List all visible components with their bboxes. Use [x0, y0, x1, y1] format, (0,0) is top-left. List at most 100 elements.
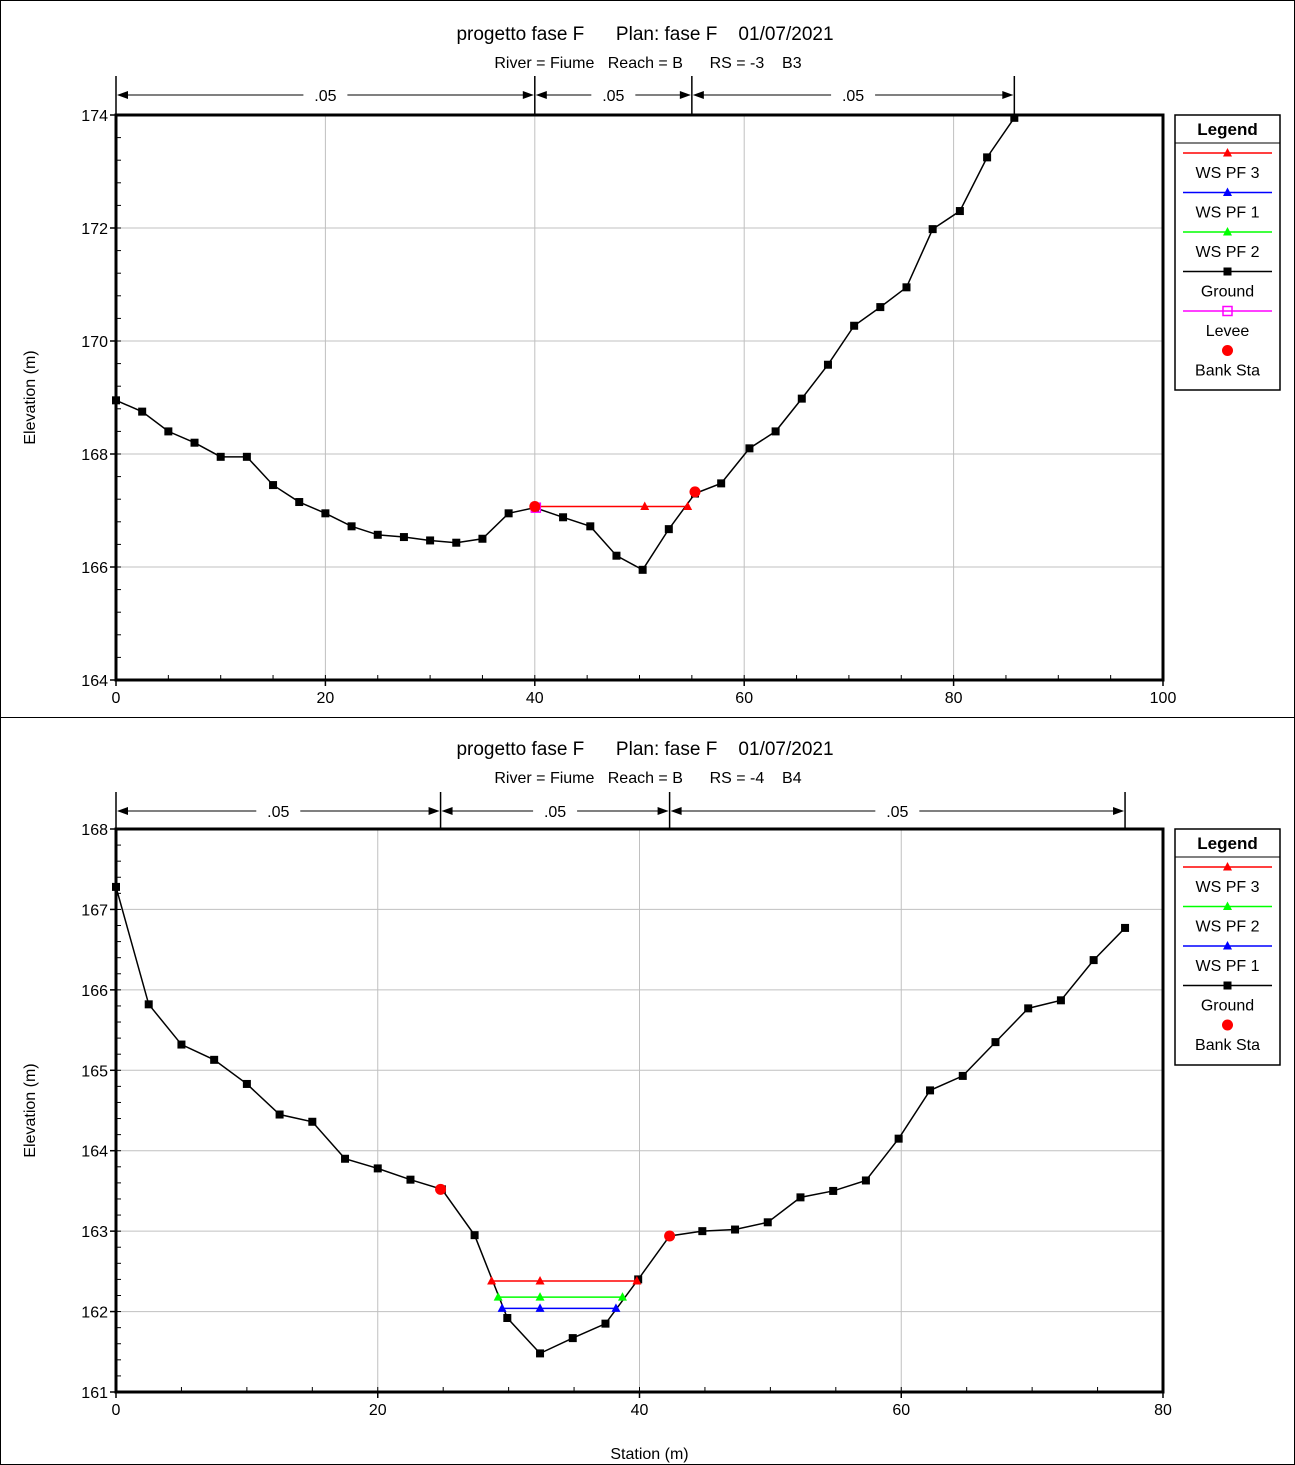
x-tick-label: 80: [1154, 1402, 1172, 1419]
data-point: [210, 1055, 219, 1064]
x-tick-label: 20: [317, 690, 335, 707]
legend-label: Bank Sta: [1195, 363, 1260, 380]
chart-1: progetto fase F Plan: fase F 01/07/2021 R…: [22, 24, 1281, 707]
data-point: [850, 321, 859, 330]
chart-subtitle: River = Fiume Reach = B RS = -3 B3: [494, 55, 801, 72]
y-tick-label: 174: [81, 108, 108, 125]
data-point: [664, 1230, 676, 1242]
data-point: [640, 501, 650, 511]
y-axis-label: Elevation (m): [22, 1063, 39, 1157]
data-point: [955, 207, 964, 216]
y-tick-label: 162: [81, 1305, 108, 1322]
data-point: [745, 444, 754, 453]
data-point: [535, 1303, 545, 1312]
data-point: [138, 407, 147, 416]
data-point: [177, 1040, 186, 1049]
data-point: [861, 1176, 870, 1185]
series-line: [115, 886, 1126, 1355]
data-point: [242, 452, 251, 461]
data-point: [535, 1276, 545, 1285]
data-point: [1121, 923, 1130, 932]
data-point: [902, 283, 911, 292]
legend-entry: WS PF 2: [1183, 901, 1272, 936]
y-tick-label: 168: [81, 447, 108, 464]
data-point: [829, 1186, 838, 1195]
series-bank-sta: [529, 486, 701, 513]
y-tick-label: 166: [81, 983, 108, 1000]
data-point: [406, 1175, 415, 1184]
legend-label: WS PF 2: [1195, 244, 1259, 261]
data-point: [771, 427, 780, 436]
legend-entry: Ground: [1183, 981, 1272, 1015]
x-tick-label: 40: [631, 1402, 649, 1419]
data-point: [638, 565, 647, 574]
legend-entry: WS PF 1: [1183, 941, 1272, 975]
data-point: [683, 501, 693, 511]
legend-label: WS PF 1: [1195, 958, 1259, 975]
data-point: [991, 1038, 1000, 1047]
data-point: [698, 1227, 707, 1236]
manning-arrowhead: [428, 807, 440, 815]
series-line: [115, 117, 1015, 571]
data-point: [1010, 113, 1019, 122]
manning-arrowhead: [1113, 807, 1125, 815]
legend-label: WS PF 3: [1195, 165, 1259, 182]
data-point: [373, 530, 382, 539]
x-tick-label: 100: [1150, 690, 1177, 707]
manning-n-label: .05: [886, 804, 908, 821]
manning-arrowhead: [657, 807, 669, 815]
data-point: [242, 1079, 251, 1088]
data-point: [275, 1110, 284, 1119]
data-point: [426, 536, 435, 545]
x-tick-label: 60: [892, 1402, 910, 1419]
legend-label: Ground: [1201, 998, 1254, 1015]
manning-n-label: .05: [314, 88, 336, 105]
data-point: [1089, 956, 1098, 965]
legend-entry: WS PF 1: [1183, 187, 1272, 222]
y-tick-label: 161: [81, 1385, 108, 1402]
manning-arrowhead: [535, 91, 547, 99]
data-point: [958, 1071, 967, 1080]
data-point: [559, 513, 568, 522]
legend-swatch-marker: [1223, 941, 1232, 950]
manning-n-label: .05: [267, 804, 289, 821]
y-axis-label: Elevation (m): [22, 350, 39, 444]
data-point: [347, 522, 356, 531]
manning-arrowhead: [522, 91, 534, 99]
legend-entry: Levee: [1183, 305, 1272, 340]
chart-title: progetto fase F Plan: fase F 01/07/2021: [456, 739, 833, 760]
data-point: [295, 498, 304, 507]
plot-frame: [114, 827, 1165, 1394]
y-tick-label: 172: [81, 221, 108, 238]
data-point: [190, 438, 199, 447]
legend: Legend WS PF 3 WS PF 1 WS PF 2 Ground Levee Ba…: [1174, 114, 1281, 391]
data-point: [535, 1292, 545, 1301]
chart-subtitle: River = Fiume Reach = B RS = -4 B4: [494, 770, 801, 787]
y-tick-label: 163: [81, 1224, 108, 1241]
legend-entry: Bank Sta: [1195, 1019, 1260, 1054]
data-point: [926, 1086, 935, 1095]
data-point: [612, 551, 621, 560]
legend-swatch-marker: [1223, 981, 1232, 990]
data-point: [763, 1218, 772, 1227]
data-point: [504, 509, 513, 518]
data-point: [308, 1117, 317, 1126]
data-point: [478, 534, 487, 543]
data-point: [487, 1276, 497, 1285]
series-ground: [112, 113, 1019, 574]
x-tick-label: 0: [112, 690, 121, 707]
data-point: [632, 1276, 642, 1285]
data-point: [568, 1334, 577, 1343]
data-point: [1056, 996, 1065, 1005]
legend: Legend WS PF 3 WS PF 2 WS PF 1 Ground Bank St…: [1174, 828, 1281, 1066]
data-point: [493, 1292, 503, 1301]
legend-box: [1174, 114, 1281, 391]
data-point: [731, 1225, 740, 1234]
data-point: [689, 486, 701, 498]
manning-arrowhead: [117, 807, 128, 815]
y-tick-label: 167: [81, 902, 108, 919]
legend-entry: WS PF 3: [1183, 148, 1272, 182]
data-point: [717, 479, 726, 488]
